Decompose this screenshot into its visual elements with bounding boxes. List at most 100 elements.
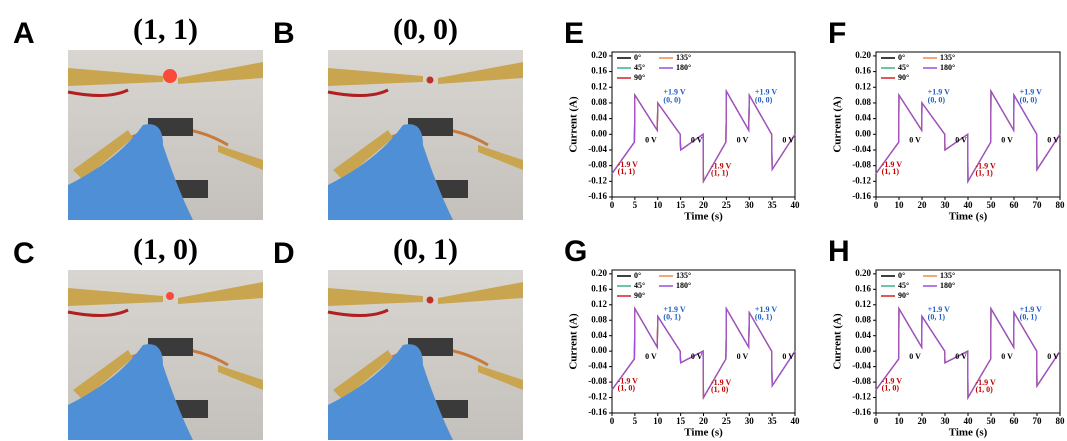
y-tick-label: -0.04 — [852, 361, 871, 371]
clip — [178, 62, 263, 84]
y-tick-label: 0.08 — [855, 97, 871, 107]
y-tick-label: 0.20 — [591, 268, 607, 278]
x-tick-label: 10 — [895, 200, 905, 210]
annotation: +1.9 V — [755, 87, 777, 96]
y-axis-label: Current (A) — [568, 96, 580, 153]
clip — [333, 350, 393, 400]
annotation: -1.9 V — [618, 160, 639, 169]
clip — [478, 145, 523, 170]
annotation: 0 V — [645, 352, 657, 361]
clip — [218, 365, 263, 390]
x-tick-label: 40 — [791, 416, 801, 426]
annotation: (1, 1) — [882, 167, 900, 176]
y-axis-label: Current (A) — [832, 313, 844, 370]
y-tick-label: -0.16 — [588, 191, 607, 201]
y-tick-label: 0.20 — [855, 268, 871, 278]
clip — [438, 282, 523, 304]
x-tick-label: 0 — [610, 416, 615, 426]
photo — [327, 270, 523, 440]
annotation: 0 V — [691, 135, 703, 144]
annotation: -1.9 V — [711, 161, 732, 170]
x-tick-label: 25 — [722, 416, 732, 426]
clip — [328, 68, 423, 86]
annotation: -1.9 V — [976, 378, 997, 387]
annotation: -1.9 V — [882, 376, 903, 385]
y-tick-label: -0.08 — [588, 160, 607, 170]
annotation: (1, 0) — [618, 384, 636, 393]
y-axis-label: Current (A) — [568, 313, 580, 370]
y-tick-label: -0.16 — [852, 191, 871, 201]
led — [426, 76, 434, 84]
y-tick-label: 0.00 — [855, 345, 871, 355]
x-axis-label: Time (s) — [684, 211, 723, 223]
annotation: 0 V — [691, 352, 703, 361]
x-tick-label: 0 — [874, 416, 879, 426]
y-tick-label: 0.08 — [591, 314, 607, 324]
legend-label: 180° — [676, 63, 691, 72]
x-tick-label: 60 — [1010, 200, 1020, 210]
y-tick-label: -0.08 — [852, 376, 871, 386]
clip — [478, 365, 523, 390]
series-line — [875, 88, 1061, 184]
x-tick-label: 30 — [941, 416, 951, 426]
y-tick-label: -0.12 — [852, 175, 871, 185]
x-tick-label: 50 — [987, 416, 997, 426]
panel-letter: E — [564, 17, 584, 50]
x-axis-label: Time (s) — [949, 427, 988, 439]
annotation: -1.9 V — [976, 161, 997, 170]
y-tick-label: -0.08 — [588, 376, 607, 386]
y-tick-label: -0.16 — [852, 407, 871, 417]
annotation: (0, 1) — [755, 313, 773, 322]
annotation: (1, 0) — [976, 385, 994, 394]
annotation: 0 V — [782, 352, 794, 361]
annotation: 0 V — [955, 135, 967, 144]
annotation: (1, 1) — [976, 169, 994, 178]
x-tick-label: 30 — [745, 416, 755, 426]
x-tick-label: 5 — [633, 200, 638, 210]
annotation: (0, 1) — [663, 313, 681, 322]
annotation: 0 V — [909, 352, 921, 361]
x-tick-label: 60 — [1010, 416, 1020, 426]
x-tick-label: 35 — [768, 416, 778, 426]
annotation: (1, 0) — [882, 384, 900, 393]
x-tick-label: 25 — [722, 200, 732, 210]
x-tick-label: 10 — [653, 416, 663, 426]
x-tick-label: 70 — [1033, 416, 1043, 426]
y-tick-label: 0.12 — [855, 299, 871, 309]
x-tick-label: 35 — [768, 200, 778, 210]
annotation: +1.9 V — [1020, 305, 1042, 314]
photo — [67, 50, 263, 220]
annotation: (0, 0) — [755, 95, 773, 104]
x-tick-label: 15 — [676, 200, 686, 210]
legend-label: 90° — [634, 291, 645, 300]
y-tick-label: 0.20 — [591, 50, 607, 60]
x-tick-label: 70 — [1033, 200, 1043, 210]
clip — [438, 62, 523, 84]
annotation: +1.9 V — [663, 305, 685, 314]
annotation: +1.9 V — [1020, 87, 1042, 96]
panel-letter: F — [828, 17, 846, 50]
x-tick-label: 40 — [964, 416, 974, 426]
glove — [328, 344, 453, 440]
annotation: 0 V — [909, 135, 921, 144]
y-tick-label: 0.04 — [591, 330, 607, 340]
y-tick-label: -0.12 — [588, 392, 607, 402]
x-axis-label: Time (s) — [949, 211, 988, 223]
y-tick-label: 0.16 — [591, 283, 607, 293]
annotation: 0 V — [737, 352, 749, 361]
panel-letter: A — [13, 17, 35, 50]
legend-label: 90° — [898, 73, 909, 82]
annotation: -1.9 V — [618, 376, 639, 385]
y-tick-label: -0.04 — [588, 144, 607, 154]
legend-label: 135° — [676, 271, 691, 280]
panel-caption: (0, 0) — [393, 13, 458, 46]
y-tick-label: 0.04 — [855, 113, 871, 123]
wire — [67, 308, 129, 317]
x-tick-label: 80 — [1056, 200, 1066, 210]
annotation: 0 V — [955, 352, 967, 361]
x-tick-label: 20 — [918, 416, 928, 426]
photo — [67, 270, 263, 440]
legend-label: 135° — [676, 53, 691, 62]
glove — [328, 124, 453, 220]
legend-label: 180° — [676, 281, 691, 290]
